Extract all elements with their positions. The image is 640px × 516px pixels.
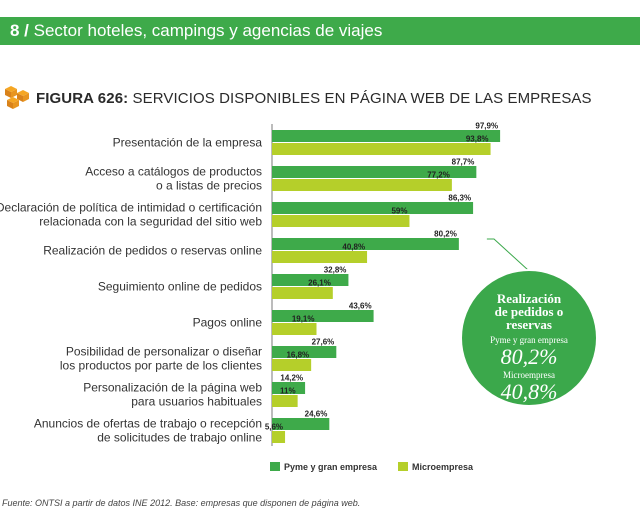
callout-item-label: Microempresa (503, 370, 555, 380)
category-label-line: para usuarios habituales (131, 395, 262, 409)
category-label-line: relacionada con la seguridad del sitio w… (39, 215, 262, 229)
section-header: 8 / Sector hoteles, campings y agencias … (0, 17, 640, 45)
figure-title-text: SERVICIOS DISPONIBLES EN PÁGINA WEB DE L… (132, 90, 592, 107)
bar-micro (272, 179, 452, 191)
callout-item-label: Pyme y gran empresa (490, 335, 568, 345)
source-note: Fuente: ONTSI a partir de datos INE 2012… (2, 498, 361, 508)
data-label: 24,6% (305, 410, 328, 419)
data-label: 77,2% (427, 171, 450, 180)
bar-pyme (272, 274, 349, 286)
callout-item-value: 40,8% (501, 379, 558, 404)
callout-title-line: Realización (497, 291, 562, 306)
callout-title-line: reservas (506, 317, 552, 332)
section-title: 8 / Sector hoteles, campings y agencias … (10, 21, 382, 41)
data-label: 19,1% (292, 315, 315, 324)
data-label: 59% (391, 207, 407, 216)
category-label-line: los productos por parte de los clientes (60, 359, 262, 373)
category-label-line: Posibilidad de personalizar o diseñar (66, 345, 262, 359)
category-label: Posibilidad de personalizar o diseñar los… (60, 345, 262, 373)
category-label: Declaración de política de intimidad o c… (0, 201, 262, 229)
section-title-text: Sector hoteles, campings y agencias de v… (33, 21, 383, 40)
category-label: Pagos online (193, 316, 263, 330)
section-number: 8 / (10, 21, 29, 40)
bar-micro (272, 287, 333, 299)
category-label-line: o a listas de precios (156, 179, 262, 193)
data-label: 80,2% (434, 230, 457, 239)
category-label-line: Pagos online (193, 316, 263, 330)
callout-leader-line (486, 238, 529, 271)
data-label: 87,7% (452, 158, 475, 167)
data-label: 93,8% (466, 135, 489, 144)
data-label: 27,6% (312, 338, 335, 347)
category-label: Anuncios de ofertas de trabajo o recepci… (34, 417, 262, 445)
category-label-line: Seguimiento online de pedidos (98, 280, 262, 294)
data-label: 26,1% (308, 279, 331, 288)
data-label: 40,8% (342, 243, 365, 252)
bar-micro (272, 323, 317, 335)
callout-title-line: de pedidos o (495, 304, 564, 319)
data-label: 32,8% (324, 266, 347, 275)
category-label: Acceso a catálogos de productos o a lista… (85, 165, 262, 193)
bar-micro (272, 143, 491, 155)
legend-swatch (270, 462, 280, 471)
category-label-line: Personalización de la página web (83, 381, 262, 395)
data-label: 14,2% (280, 374, 303, 383)
figure-title: FIGURA 626: SERVICIOS DISPONIBLES EN PÁG… (36, 90, 592, 107)
category-label-line: Declaración de política de intimidad o c… (0, 201, 262, 215)
legend-label: Microempresa (412, 462, 474, 472)
bar-chart: Presentación de la empresa 97,9% 93,8% Acce… (0, 122, 598, 472)
data-label: 86,3% (448, 194, 471, 203)
bar-pyme (272, 310, 374, 322)
legend-label: Pyme y gran empresa (284, 462, 378, 472)
bar-micro (272, 431, 286, 443)
bar-micro (272, 215, 410, 227)
data-label: 97,9% (475, 122, 498, 131)
bar-micro (272, 395, 298, 407)
bar-micro (272, 359, 312, 371)
category-label-line: Acceso a catálogos de productos (85, 165, 262, 179)
callout-bubble (460, 269, 598, 407)
bar-pyme (272, 382, 306, 394)
bar-pyme (272, 202, 474, 214)
category-label: Realización de pedidos o reservas online (43, 244, 262, 258)
data-label: 11% (280, 387, 296, 396)
figure-label: FIGURA 626: (36, 90, 129, 107)
category-label-line: de solicitudes de trabajo online (97, 431, 262, 445)
bar-micro (272, 251, 368, 263)
bar-pyme (272, 238, 459, 250)
callout-item-value: 80,2% (501, 344, 558, 369)
bar-pyme (272, 166, 477, 178)
legend-swatch (398, 462, 408, 471)
category-label: Seguimiento online de pedidos (98, 280, 262, 294)
data-label: 16,8% (286, 351, 309, 360)
data-label: 5,6% (265, 423, 283, 432)
category-label-line: Realización de pedidos o reservas online (43, 244, 262, 258)
category-label: Personalización de la página web para usu… (83, 381, 262, 409)
category-label: Presentación de la empresa (113, 136, 263, 150)
bar-pyme (272, 346, 337, 358)
bar-pyme (272, 418, 330, 430)
category-label-line: Anuncios de ofertas de trabajo o recepci… (34, 417, 262, 431)
data-label: 43,6% (349, 302, 372, 311)
bar-pyme (272, 130, 501, 142)
figure-cubes-icon (5, 86, 29, 109)
category-label-line: Presentación de la empresa (113, 136, 263, 150)
